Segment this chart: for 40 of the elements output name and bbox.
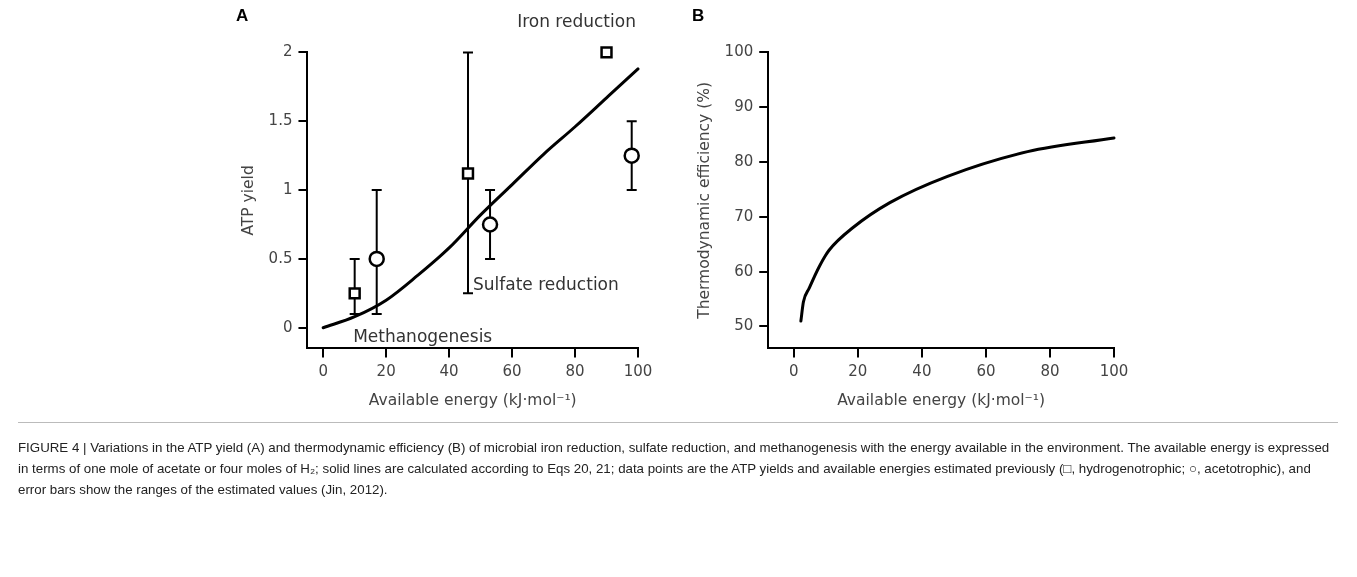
y-tick-label: 100 (724, 42, 754, 61)
y-axis-title: Thermodynamic efficiency (%) (695, 81, 714, 320)
x-axis-title: Available energy (kJ·mol⁻¹) (837, 390, 1046, 409)
y-tick-label: 70 (734, 206, 754, 225)
x-tick-label: 100 (1099, 362, 1129, 381)
y-tick-label: 1.5 (268, 111, 293, 130)
y-axis-title: ATP yield (239, 165, 258, 236)
caption: FIGURE 4 | Variations in the ATP yield (A) and thermodynamic efficiency (B) of microbial iron reduction, sulfate reduction, and methanogenesis with the energy available in the environment. The available energy is expressed in terms of one mole of acetate or four moles of H₂; solid lines are calculated according to Eqs 20, 21; data points are the ATP yields and available energies estimated previously (□, hydrogenotrophic; ○, acetotrophic), and error bars show the ranges of the estimated values (Jin, 2012). (18, 439, 1331, 499)
y-tick-label: 50 (734, 316, 754, 335)
x-tick-label: 80 (565, 362, 585, 381)
x-axis-title: Available energy (kJ·mol⁻¹) (368, 390, 577, 409)
y-tick-label: 80 (734, 151, 754, 170)
point (600, 46, 613, 59)
y-tick-label: 0 (282, 317, 293, 336)
x-tick-label: 0 (789, 362, 799, 381)
annotation: Methanogenesis (353, 325, 493, 346)
point (348, 287, 361, 300)
y-tick-label: 0.5 (268, 248, 293, 267)
x-tick-label: 60 (502, 362, 522, 381)
chart-title: B (692, 5, 705, 25)
x-tick-label: 100 (623, 362, 653, 381)
annotation: Iron reduction (517, 10, 636, 31)
x-tick-label: 20 (848, 362, 868, 381)
y-tick-label: 60 (734, 261, 754, 280)
line-series (799, 136, 1116, 323)
x-tick-label: 40 (912, 362, 932, 381)
point (481, 216, 499, 233)
point (623, 147, 640, 164)
y-tick-label: 90 (734, 97, 754, 116)
point (461, 167, 475, 180)
annotation: Sulfate reduction (473, 273, 619, 294)
point (368, 250, 385, 268)
x-tick-label: 40 (439, 362, 459, 381)
x-tick-label: 80 (1040, 362, 1060, 381)
chart-title: A (236, 5, 249, 25)
x-tick-label: 60 (976, 362, 996, 381)
y-tick-label: 2 (282, 42, 293, 61)
y-tick-label: 1 (282, 179, 293, 198)
x-tick-label: 0 (318, 362, 328, 381)
x-tick-label: 20 (376, 362, 396, 381)
